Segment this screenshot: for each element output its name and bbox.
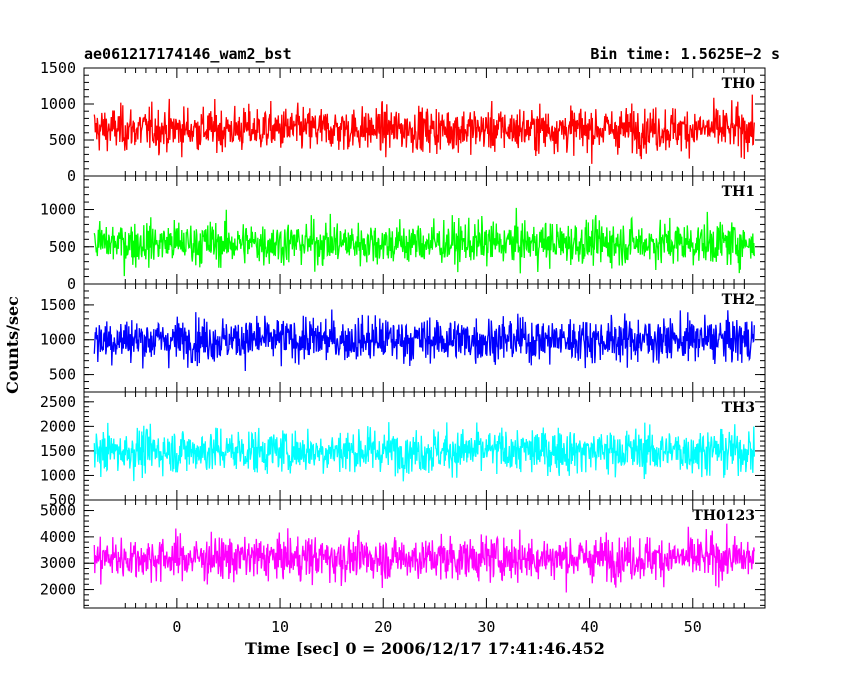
- y-tick-label: 500: [49, 366, 76, 384]
- y-tick-label: 1000: [40, 331, 76, 349]
- x-tick-label: 20: [374, 618, 392, 636]
- series-th2: [93, 309, 755, 372]
- x-tick-label: 0: [172, 618, 181, 636]
- panel-name-label: TH0123: [692, 508, 755, 524]
- x-axis-label: Time [sec] 0 = 2006/12/17 17:41:46.452: [245, 639, 605, 658]
- y-tick-label: 500: [49, 131, 76, 149]
- y-tick-label: 2000: [40, 417, 76, 435]
- x-tick-label: 30: [477, 618, 495, 636]
- y-tick-label: 3000: [40, 554, 76, 572]
- panels-group: 0 500 1000 1500 TH0 0 500 1000 TH1 500 1000 1500 TH2…: [40, 59, 766, 609]
- panel-th1: 0 500 1000 TH1: [40, 175, 766, 293]
- series-th0123: [93, 523, 755, 593]
- chart-title-left: ae061217174146_wam2_bst: [84, 45, 292, 63]
- panel-th0123: 2000 3000 4000 5000 TH0123: [40, 499, 766, 609]
- y-tick-label: 0: [67, 167, 76, 185]
- x-tick-label: 50: [684, 618, 702, 636]
- chart-title-right: Bin time: 1.5625E−2 s: [590, 45, 780, 63]
- panel-frame: [83, 175, 766, 285]
- x-axis: 0 10 20 30 40 50: [172, 618, 701, 636]
- panel-th0: 0 500 1000 1500 TH0: [40, 59, 766, 185]
- x-tick-label: 40: [581, 618, 599, 636]
- panel-name-label: TH0: [722, 76, 756, 92]
- y-tick-label: 2000: [40, 581, 76, 599]
- x-tick-label: 10: [271, 618, 289, 636]
- y-tick-label: 5000: [40, 502, 76, 520]
- series-th1: [93, 207, 755, 277]
- panel-name-label: TH1: [722, 184, 755, 200]
- y-tick-label: 1500: [40, 296, 76, 314]
- y-tick-label: 1500: [40, 442, 76, 460]
- y-tick-label: 500: [49, 491, 76, 509]
- series-th3: [93, 422, 755, 482]
- y-tick-label: 4000: [40, 528, 76, 546]
- y-tick-label: 0: [67, 275, 76, 293]
- y-tick-label: 1000: [40, 466, 76, 484]
- y-tick-label: 1500: [40, 59, 76, 77]
- y-tick-label: 1000: [40, 95, 76, 113]
- panel-th3: 500 1000 1500 2000 2500 TH3: [40, 391, 766, 509]
- panel-name-label: TH3: [722, 400, 755, 416]
- panel-frame: [83, 499, 766, 609]
- panel-name-label: TH2: [722, 292, 755, 308]
- y-axis-label: Counts/sec: [3, 296, 22, 394]
- panel-th2: 500 1000 1500 TH2: [40, 283, 766, 393]
- y-tick-label: 2500: [40, 393, 76, 411]
- y-tick-label: 1000: [40, 201, 76, 219]
- series-th0: [93, 94, 755, 164]
- y-tick-label: 500: [49, 238, 76, 256]
